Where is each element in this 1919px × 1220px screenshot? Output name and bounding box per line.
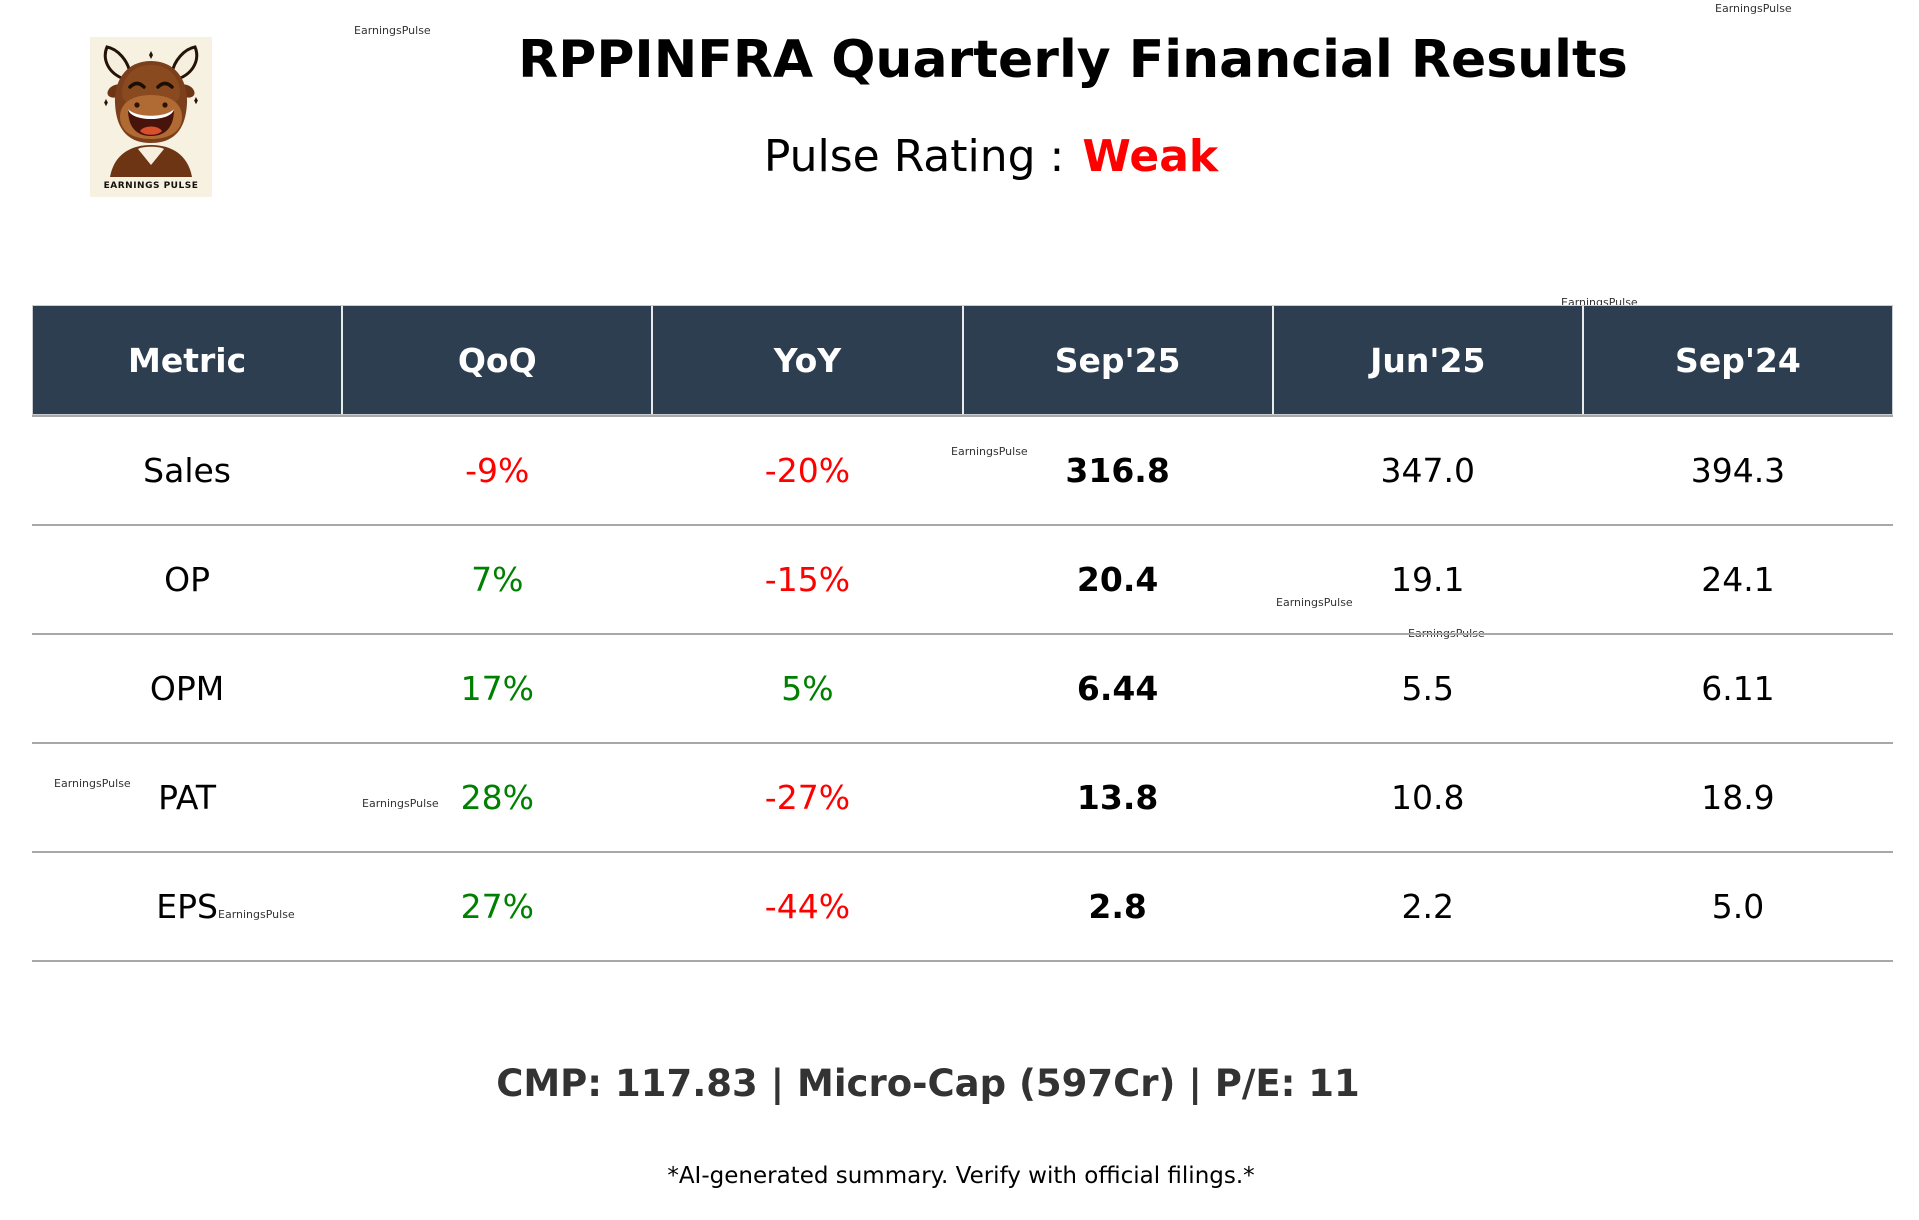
- watermark: EarningsPulse: [354, 24, 431, 37]
- watermark: EarningsPulse: [1276, 596, 1353, 609]
- watermark: EarningsPulse: [218, 908, 295, 921]
- table-header-row: Metric QoQ YoY Sep'25 Jun'25 Sep'24: [32, 305, 1893, 415]
- pat-sep25-value: 13.8: [1076, 778, 1159, 817]
- opm-sep25-value: 6.44: [1076, 669, 1159, 708]
- opm-sep24-value: 6.11: [1701, 669, 1775, 708]
- table-row-op: OP 7% -15% 20.4 19.1 24.1: [32, 526, 1893, 635]
- op-sep24-value: 24.1: [1701, 560, 1775, 599]
- col-header-yoy: YoY: [653, 306, 964, 414]
- table-body: Sales -9% -20% 316.8 347.0 394.3 OP 7% -…: [32, 415, 1893, 962]
- eps-yoy-value: -44%: [764, 887, 851, 926]
- sales-yoy-value: -20%: [764, 451, 851, 490]
- logo-caption: EARNINGS PULSE: [103, 181, 199, 191]
- row-label-pat: PAT: [158, 778, 217, 817]
- eps-jun25-value: 2.2: [1401, 887, 1455, 926]
- eps-qoq-value: 27%: [460, 887, 534, 926]
- watermark: EarningsPulse: [951, 445, 1028, 458]
- row-label-sales: Sales: [143, 451, 231, 490]
- pulse-rating: Pulse Rating : Weak: [764, 131, 1218, 182]
- col-header-sep25: Sep'25: [964, 306, 1274, 414]
- op-sep25-value: 20.4: [1076, 560, 1159, 599]
- opm-yoy-value: 5%: [781, 669, 834, 708]
- opm-qoq-value: 17%: [460, 669, 534, 708]
- table-row-pat: PAT 28% -27% 13.8 10.8 18.9: [32, 744, 1893, 853]
- pat-qoq-value: 28%: [460, 778, 534, 817]
- pulse-rating-label: Pulse Rating :: [763, 131, 1065, 182]
- pat-yoy-value: -27%: [764, 778, 851, 817]
- sales-jun25-value: 347.0: [1380, 451, 1476, 490]
- eps-sep24-value: 5.0: [1711, 887, 1765, 926]
- op-yoy-value: -15%: [764, 560, 851, 599]
- bull-mascot-icon: [103, 45, 199, 177]
- op-qoq-value: 7%: [471, 560, 524, 599]
- page-title: RPPINFRA Quarterly Financial Results: [518, 30, 1628, 90]
- col-header-jun25: Jun'25: [1274, 306, 1584, 414]
- pat-sep24-value: 18.9: [1701, 778, 1775, 817]
- row-label-op: OP: [164, 560, 211, 599]
- table-row-eps: EPS 27% -44% 2.8 2.2 5.0: [32, 853, 1893, 962]
- sales-qoq-value: -9%: [465, 451, 530, 490]
- op-jun25-value: 19.1: [1391, 560, 1465, 599]
- pat-jun25-value: 10.8: [1391, 778, 1465, 817]
- col-header-metric: Metric: [33, 306, 344, 414]
- row-label-opm: OPM: [149, 669, 225, 708]
- sales-sep24-value: 394.3: [1690, 451, 1786, 490]
- col-header-qoq: QoQ: [343, 306, 654, 414]
- watermark: EarningsPulse: [1715, 2, 1792, 15]
- watermark: EarningsPulse: [54, 777, 131, 790]
- cmp-summary-line: CMP: 117.83 | Micro-Cap (597Cr) | P/E: 1…: [496, 1062, 1360, 1105]
- ai-disclaimer: *AI-generated summary. Verify with offic…: [667, 1163, 1255, 1189]
- earnings-pulse-logo: EARNINGS PULSE: [90, 37, 212, 197]
- col-header-sep24: Sep'24: [1675, 340, 1801, 380]
- pulse-rating-value: Weak: [1082, 131, 1219, 182]
- row-label-eps: EPS: [156, 887, 218, 926]
- sales-sep25-value: 316.8: [1065, 451, 1170, 490]
- eps-sep25-value: 2.8: [1088, 887, 1147, 926]
- quarterly-results-table: Metric QoQ YoY Sep'25 Jun'25 Sep'24 Sale…: [32, 305, 1893, 962]
- table-row-opm: OPM 17% 5% 6.44 5.5 6.11: [32, 635, 1893, 744]
- table-row-sales: Sales -9% -20% 316.8 347.0 394.3: [32, 417, 1893, 526]
- watermark: EarningsPulse: [362, 797, 439, 810]
- opm-jun25-value: 5.5: [1401, 669, 1455, 708]
